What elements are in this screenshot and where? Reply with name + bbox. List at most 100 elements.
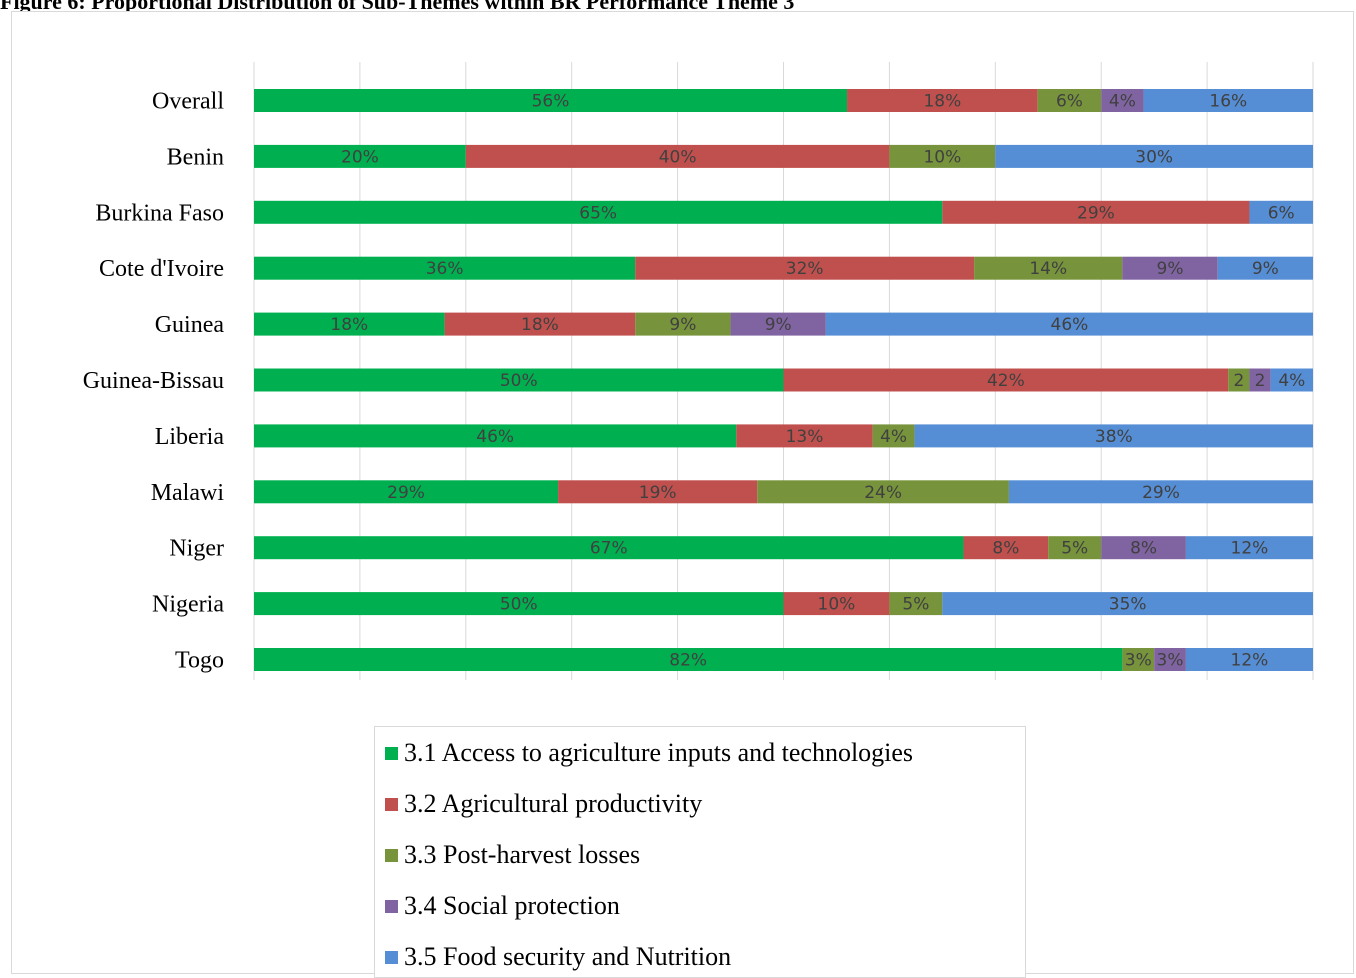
data-label: 35% [1109,595,1147,615]
data-label: 14% [1029,259,1067,279]
legend-label: 3.1 Access to agriculture inputs and tec… [404,738,914,767]
legend-label: 3.2 Agricultural productivity [404,789,703,818]
category-label: Benin [167,144,224,170]
data-label: 4% [880,427,907,447]
data-label: 16% [1209,92,1247,112]
chart-area: Overall 56% 18% 6% 4% 16% Benin 20% 40% 10% 30% Bur… [11,11,1354,978]
bar-segment [1249,368,1271,392]
data-label: 9% [1157,259,1184,279]
legend-item: 3.3 Post-harvest losses [385,835,640,875]
data-label: 5% [902,595,929,615]
bar-segment [783,368,1229,392]
data-label: 9% [765,315,792,335]
data-label: 46% [1051,315,1089,335]
bar-segment [558,480,758,504]
bar-segment [1143,89,1313,112]
bar-segment [444,312,636,336]
bar-segment [1122,256,1218,280]
legend-label: 3.3 Post-harvest losses [404,840,641,869]
bar-segment [914,424,1313,448]
data-label: 10% [923,147,961,167]
data-label: 6% [1056,92,1083,112]
data-label: 3% [1157,651,1184,671]
bar-segment [736,424,873,448]
category-label: Guinea [155,312,225,338]
category-label: Cote d'Ivoire [99,256,224,282]
data-label: 2 [1255,371,1266,391]
legend-item: 3.1 Access to agriculture inputs and tec… [385,733,913,773]
data-label: 29% [387,483,425,503]
bar-segment [847,89,1038,112]
legend-item: 3.5 Food security and Nutrition [385,937,731,977]
data-label: 9% [669,315,696,335]
category-label: Nigeria [152,592,224,618]
bar-segment [254,424,737,448]
data-label: 56% [532,92,570,112]
data-label: 40% [659,147,697,167]
legend: 3.1 Access to agriculture inputs and tec… [374,726,1026,978]
bar-segment [254,368,784,392]
category-label: Togo [175,648,224,674]
bar-segment [872,424,915,448]
bar-segment [995,144,1313,168]
bar-segment [254,592,784,616]
bar-segment [1101,89,1144,112]
bar-segment [730,312,826,336]
data-label: 18% [521,315,559,335]
bar-segment [825,312,1313,336]
bar-segment [254,480,559,504]
bar-segment [889,592,943,616]
bar-segment [889,144,996,168]
legend-item: 3.2 Agricultural productivity [385,784,702,824]
data-label: 50% [500,595,538,615]
legend-swatch [385,848,398,862]
data-label: 46% [476,427,514,447]
bar-segment [254,89,848,112]
legend-swatch [385,797,398,811]
data-label: 19% [639,483,677,503]
category-label: Liberia [155,424,225,450]
data-label: 13% [786,427,824,447]
data-label: 18% [330,315,368,335]
bar-segment [1217,256,1313,280]
data-label: 38% [1095,427,1133,447]
bar-segment [1249,200,1313,224]
bar-segment [254,256,636,280]
bar-segment [1101,536,1186,560]
category-label: Guinea-Bissau [83,368,224,394]
data-label: 12% [1231,651,1269,671]
bar-segment [783,592,890,616]
category-label: Malawi [151,480,225,506]
bar-segment [1185,648,1313,671]
data-label: 10% [818,595,856,615]
bar-segment [1008,480,1313,504]
data-label: 50% [500,371,538,391]
data-label: 42% [987,371,1025,391]
bar-segment [254,648,1123,671]
data-label: 32% [786,259,824,279]
bar-segment [974,256,1123,280]
bar-segment [254,312,445,336]
bar-segment [1185,536,1313,560]
bar-segment [1048,536,1102,560]
figure-caption: Figure 6: Proportional Distribution of S… [0,0,795,14]
data-label: 2 [1233,371,1244,391]
data-label: 3% [1125,651,1152,671]
bar-segment [254,536,964,560]
bar-segment [757,480,1009,504]
data-label: 29% [1142,483,1180,503]
legend-item: 3.4 Social protection [385,886,620,926]
category-label: Burkina Faso [95,200,224,226]
data-label: 30% [1135,147,1173,167]
bar-segment [1228,368,1250,392]
category-label: Overall [152,89,224,115]
stacked-bar-chart: Overall 56% 18% 6% 4% 16% Benin 20% 40% 10% 30% Bur… [83,62,1314,680]
bar-segment [1270,368,1313,392]
data-label: 5% [1061,539,1088,559]
legend-label: 3.5 Food security and Nutrition [404,942,732,971]
bar-segment [1037,89,1102,112]
legend-swatch [385,899,398,913]
data-label: 20% [341,147,379,167]
bar-segment [635,312,731,336]
category-label: Niger [169,536,224,562]
